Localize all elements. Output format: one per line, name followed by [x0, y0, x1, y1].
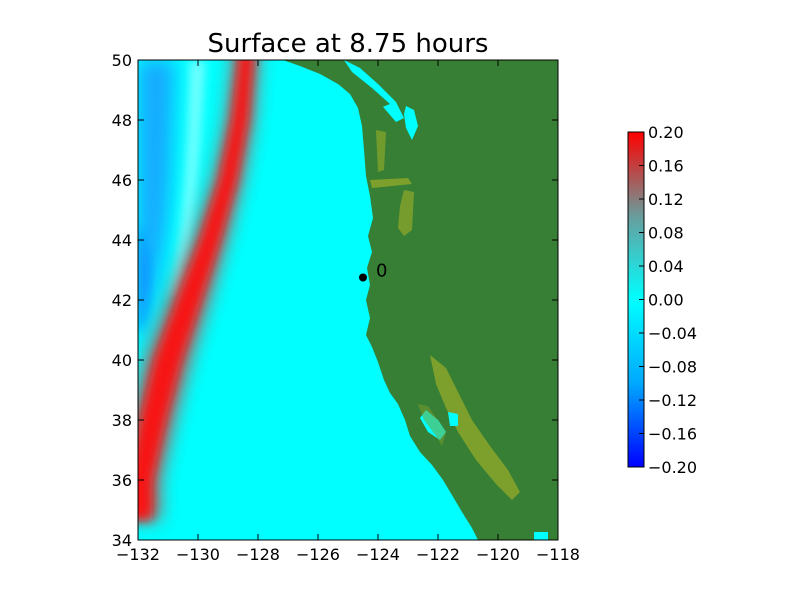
land-mainland	[283, 60, 558, 540]
y-tick-label: 36	[112, 471, 132, 490]
y-axis: 34 36 38 40 42 44 46 48 50	[112, 51, 558, 550]
colorbar: 0.20 0.16 0.12 0.08 0.04 0.00 −0.04 −0.08 −0.12 −…	[627, 123, 697, 477]
colorbar-tick-label: −0.04	[648, 324, 697, 343]
central-valley	[430, 355, 520, 500]
x-axis: −132 −130 −128 −126 −124 −122 −120 −118	[116, 60, 580, 564]
x-tick-label: −122	[416, 545, 460, 564]
y-tick-label: 38	[112, 411, 132, 430]
gauge-marker: 0	[359, 261, 387, 282]
x-tick-label: −124	[356, 545, 400, 564]
southern-ocean-notch	[534, 532, 548, 540]
y-tick-label: 40	[112, 351, 132, 370]
x-tick-label: −126	[296, 545, 340, 564]
y-tick-label: 48	[112, 111, 132, 130]
coast-shallow-north	[376, 130, 386, 172]
vancouver-island	[300, 60, 390, 108]
colorbar-tick-label: −0.16	[648, 425, 697, 444]
chart-title: Surface at 8.75 hours	[208, 29, 489, 59]
colorbar-tick-label: −0.20	[648, 458, 697, 477]
colorbar-tick-label: −0.12	[648, 391, 697, 410]
y-tick-label: 46	[112, 171, 132, 190]
colorbar-tick-label: 0.12	[648, 190, 684, 209]
willamette-shallow	[398, 190, 414, 236]
y-tick-label: 44	[112, 231, 132, 250]
colorbar-tick-label: 0.04	[648, 257, 684, 276]
columbia-shallow	[370, 178, 412, 188]
x-tick-label: −120	[476, 545, 520, 564]
gauge-label: 0	[376, 261, 387, 282]
gauge-dot	[359, 273, 367, 282]
trough-edge	[138, 220, 150, 335]
y-tick-label: 50	[112, 51, 132, 70]
wave-front-core	[138, 60, 254, 520]
colorbar-tick-label: 0.00	[648, 291, 684, 310]
inland-lake	[448, 412, 458, 426]
colorbar-tick-label: −0.08	[648, 358, 697, 377]
x-tick-label: −128	[236, 545, 280, 564]
colorbar-tick-label: 0.08	[648, 224, 684, 243]
colorbar-tick-label: 0.20	[648, 123, 684, 142]
light-band	[170, 60, 205, 300]
colorbar-ticks: 0.20 0.16 0.12 0.08 0.04 0.00 −0.04 −0.08 −0.12 −…	[639, 123, 697, 477]
x-tick-label: −130	[176, 545, 220, 564]
y-tick-label: 42	[112, 291, 132, 310]
x-tick-label: −118	[536, 545, 580, 564]
puget-sound	[404, 106, 418, 140]
y-tick-label: 34	[112, 531, 132, 550]
colorbar-tick-label: 0.16	[648, 157, 684, 176]
x-tick-label: −132	[116, 545, 160, 564]
sf-bay-shallow	[418, 404, 446, 446]
map-plot-area	[138, 60, 558, 540]
